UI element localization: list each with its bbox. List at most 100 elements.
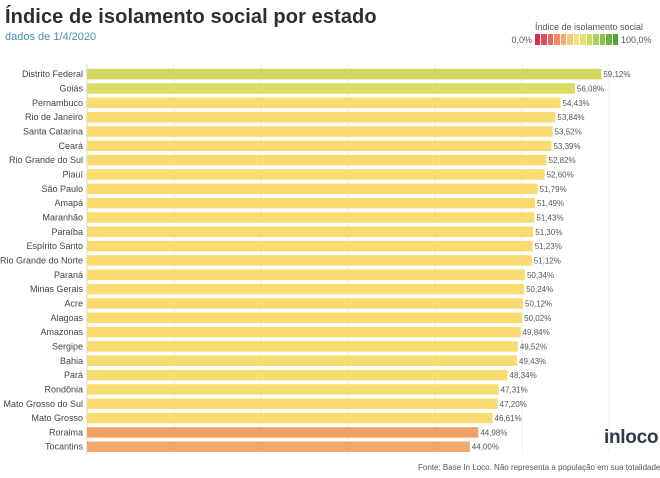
bar[interactable] <box>87 154 547 166</box>
bar[interactable] <box>87 111 556 123</box>
category-label: Rondônia <box>44 384 83 394</box>
bar[interactable] <box>87 68 602 80</box>
value-label: 49,43% <box>519 357 546 366</box>
value-label: 51,30% <box>535 228 562 237</box>
legend-max-label: 100,0% <box>621 35 652 45</box>
value-label: 47,31% <box>501 385 528 394</box>
bar[interactable] <box>87 384 499 395</box>
value-label: 51,43% <box>536 213 563 222</box>
bar[interactable] <box>87 427 479 438</box>
bar[interactable] <box>87 326 521 338</box>
category-label: Amazonas <box>40 327 83 337</box>
category-label: Ceará <box>58 141 83 151</box>
color-legend: Índice de isolamento social 0,0% 100,0% <box>498 22 656 52</box>
category-label: Bahia <box>60 356 83 366</box>
value-label: 47,20% <box>500 400 527 409</box>
bar[interactable] <box>87 283 525 295</box>
bar[interactable] <box>87 369 508 381</box>
value-label: 59,12% <box>603 70 630 79</box>
value-label: 44,98% <box>480 428 507 437</box>
value-label: 50,24% <box>526 285 553 294</box>
legend-swatch <box>580 34 586 45</box>
bar[interactable] <box>87 226 534 238</box>
chart-subtitle: dados de 1/4/2020 <box>5 31 97 43</box>
value-label: 52,60% <box>547 170 574 179</box>
category-label: Rio Grande do Sul <box>9 155 83 165</box>
value-label: 49,84% <box>523 328 550 337</box>
category-label: Rio de Janeiro <box>25 112 83 122</box>
value-label: 50,02% <box>524 314 551 323</box>
category-label: Distrito Federal <box>22 69 83 79</box>
category-label: Santa Catarina <box>23 126 83 136</box>
category-label: São Paulo <box>41 184 83 194</box>
category-label: Mato Grosso do Sul <box>3 399 83 409</box>
bar[interactable] <box>87 83 575 94</box>
legend-swatch <box>586 34 593 45</box>
legend-swatch <box>554 34 560 45</box>
category-label: Minas Gerais <box>30 284 84 294</box>
category-label: Espírito Santo <box>26 241 83 251</box>
legend-min-label: 0,0% <box>511 35 532 45</box>
bar[interactable] <box>87 197 535 209</box>
category-label: Maranhão <box>42 212 83 222</box>
legend-swatch <box>535 34 541 45</box>
source-note: Fonte: Base In Loco. Não representa a po… <box>418 463 660 472</box>
legend-swatch <box>547 34 554 45</box>
legend-swatch <box>612 34 619 45</box>
bar[interactable] <box>87 412 493 424</box>
chart-title: Índice de isolamento social por estado <box>5 6 377 28</box>
category-label: Paraíba <box>51 227 83 237</box>
category-label: Pernambuco <box>32 98 83 108</box>
bar[interactable] <box>87 140 552 152</box>
legend-title: Índice de isolamento social <box>535 22 644 32</box>
value-label: 44,00% <box>472 443 499 452</box>
bar[interactable] <box>87 298 524 309</box>
bar[interactable] <box>87 398 498 410</box>
inloco-logo: inloco <box>604 427 659 448</box>
category-label: Rio Grande do Norte <box>0 255 83 265</box>
bar[interactable] <box>87 183 538 195</box>
value-label: 54,43% <box>563 99 590 108</box>
category-label: Acre <box>64 298 83 308</box>
category-label: Pará <box>64 370 83 380</box>
legend-swatch <box>599 34 606 45</box>
bar[interactable] <box>87 269 525 281</box>
legend-swatch <box>573 34 580 45</box>
category-label: Goiás <box>59 83 83 93</box>
bar[interactable] <box>87 341 518 352</box>
value-label: 51,12% <box>534 256 561 265</box>
legend-swatch <box>606 34 612 45</box>
bar[interactable] <box>87 441 470 452</box>
value-label: 50,34% <box>527 271 554 280</box>
category-label: Tocantins <box>45 442 84 452</box>
value-label: 51,79% <box>540 185 567 194</box>
category-label: Paraná <box>54 270 83 280</box>
category-label: Mato Grosso <box>31 413 83 423</box>
bar[interactable] <box>87 312 523 324</box>
legend-color-ramp <box>535 34 619 45</box>
value-label: 49,52% <box>520 342 547 351</box>
category-label: Amapá <box>54 198 83 208</box>
legend-swatch <box>560 34 567 45</box>
value-label: 53,52% <box>555 127 582 136</box>
value-label: 56,08% <box>577 84 604 93</box>
legend-swatch <box>593 34 599 45</box>
bar[interactable] <box>87 240 533 252</box>
category-label: Piauí <box>62 169 83 179</box>
bar[interactable] <box>87 97 561 109</box>
value-label: 53,39% <box>553 142 580 151</box>
legend-swatch <box>541 34 547 45</box>
bar[interactable] <box>87 169 545 180</box>
value-label: 48,34% <box>510 371 537 380</box>
bar[interactable] <box>87 126 553 137</box>
category-label: Roraima <box>49 427 83 437</box>
value-label: 51,49% <box>537 199 564 208</box>
bar[interactable] <box>87 355 518 367</box>
bar[interactable] <box>87 255 532 266</box>
bar[interactable] <box>87 212 535 223</box>
category-label: Sergipe <box>52 341 83 351</box>
value-label: 53,84% <box>557 113 584 122</box>
value-label: 51,23% <box>535 242 562 251</box>
value-label: 52,82% <box>549 156 576 165</box>
category-label: Alagoas <box>50 313 83 323</box>
